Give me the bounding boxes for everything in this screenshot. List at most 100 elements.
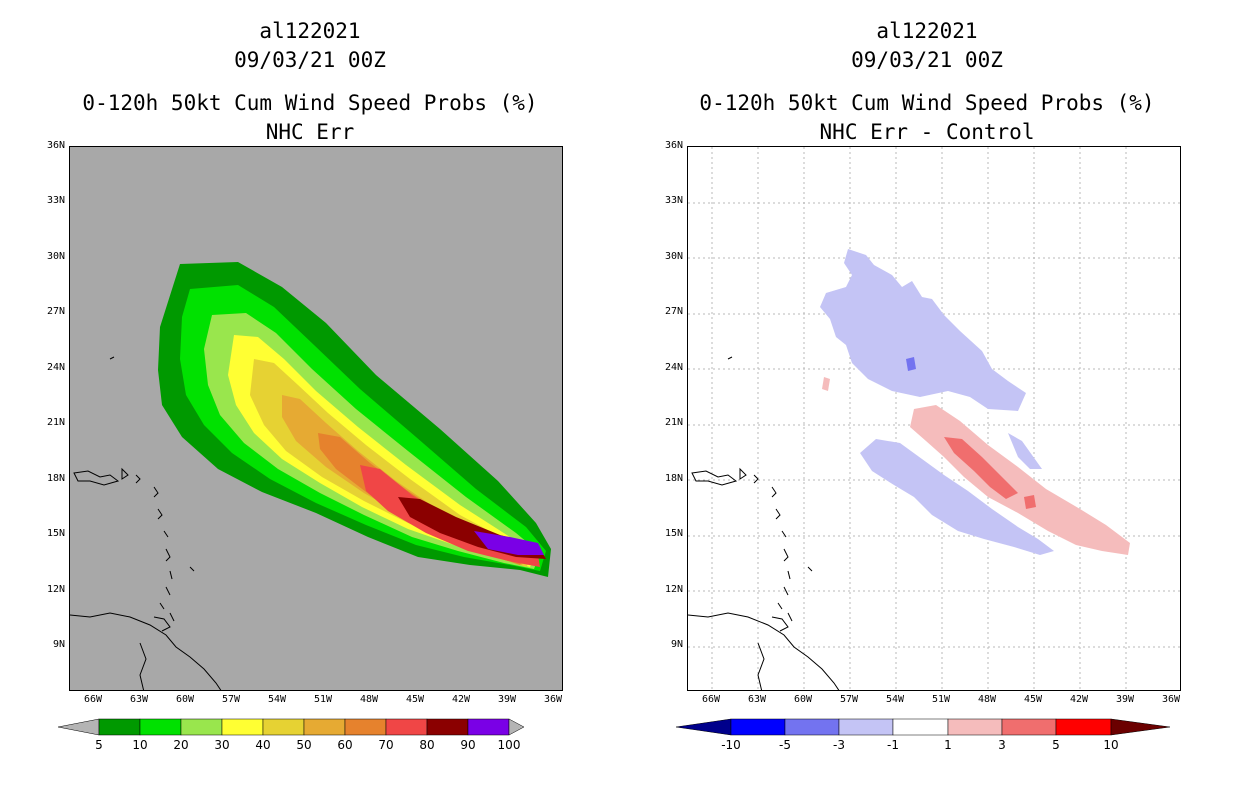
right-map-svg [688,147,1180,690]
right-xtick-66w: 66W [701,694,721,705]
left-ytick-30n: 30N [46,251,65,262]
left-xtick-57w: 57W [221,694,241,705]
right-ytick-12n: 12N [664,584,683,595]
left-map-svg [70,262,551,690]
right-colorbar-m3 [838,718,894,736]
left-colorbar-60 [344,718,387,736]
right-cb-label-p5: 5 [1052,738,1060,752]
left-xtick-60w: 60W [175,694,195,705]
left-xtick-54w: 54W [267,694,287,705]
right-colorbar-m10 [730,718,786,736]
prob-band-40 [250,359,534,567]
right-ytick-9n: 9N [670,639,683,650]
left-cb-label-10: 10 [132,738,148,752]
left-colorbar [58,718,525,736]
right-cb-label-p10: 10 [1103,738,1119,752]
left-cb-label-20: 20 [173,738,189,752]
left-colorbar-under [58,718,100,736]
right-colorbar-m1 [892,718,949,736]
left-ytick-21n: 21N [46,417,65,428]
left-cb-label-5: 5 [95,738,103,752]
right-colorbar-p3 [1001,718,1057,736]
left-storm-id: al122021 [259,19,361,43]
right-datetime: 09/03/21 00Z [851,48,1003,72]
right-ytick-33n: 33N [664,195,683,206]
right-xtick-39w: 39W [1115,694,1135,705]
left-cb-label-40: 40 [255,738,271,752]
right-ytick-27n: 27N [664,306,683,317]
prob-band-90 [474,531,544,555]
right-xtick-57w: 57W [839,694,859,705]
right-ytick-15n: 15N [664,528,683,539]
right-map [687,146,1181,691]
left-chart-title: 0-120h 50kt Cum Wind Speed Probs (%) [82,91,538,115]
right-xtick-63w: 63W [747,694,767,705]
left-cb-label-60: 60 [337,738,353,752]
left-cb-label-100: 100 [497,738,521,752]
left-colorbar-50 [303,718,346,736]
right-xtick-45w: 45W [1023,694,1043,705]
right-coastlines [688,356,840,690]
right-cb-label-m3: -3 [833,738,845,752]
left-xtick-48w: 48W [359,694,379,705]
left-map [69,146,563,691]
left-ytick-15n: 15N [46,528,65,539]
left-colorbar-20 [180,718,223,736]
right-xtick-54w: 54W [885,694,905,705]
right-storm-id: al122021 [876,19,978,43]
left-colorbar-10 [139,718,182,736]
left-colorbar-5 [98,718,141,736]
diff-neg-north [820,249,1026,411]
left-colorbar-40 [262,718,305,736]
left-colorbar-over [508,718,525,736]
left-colorbar-80 [426,718,469,736]
right-ytick-36n: 36N [664,140,683,151]
right-colorbar-m5 [784,718,840,736]
left-ytick-9n: 9N [52,639,65,650]
left-ytick-12n: 12N [46,584,65,595]
left-xtick-63w: 63W [129,694,149,705]
right-colorbar-under [676,718,732,736]
diff-pos-west [822,377,830,391]
right-xtick-48w: 48W [977,694,997,705]
diff-pos-dot [1024,495,1036,509]
right-ytick-30n: 30N [664,251,683,262]
right-cb-label-m5: -5 [779,738,791,752]
right-ytick-21n: 21N [664,417,683,428]
left-xtick-42w: 42W [451,694,471,705]
right-colorbar-over [1110,718,1171,736]
right-chart-title: 0-120h 50kt Cum Wind Speed Probs (%) [699,91,1155,115]
right-colorbar-p1 [947,718,1003,736]
right-ytick-18n: 18N [664,473,683,484]
right-colorbar [676,718,1171,736]
left-cb-label-50: 50 [296,738,312,752]
left-cb-label-30: 30 [214,738,230,752]
left-colorbar-30 [221,718,264,736]
left-xtick-39w: 39W [497,694,517,705]
left-ytick-24n: 24N [46,362,65,373]
left-xtick-66w: 66W [83,694,103,705]
right-colorbar-p5 [1055,718,1112,736]
diff-pos-inner [944,437,1018,499]
left-chart-subtitle: NHC Err [265,120,355,144]
diff-neg-south [860,439,1054,555]
right-xtick-60w: 60W [793,694,813,705]
left-cb-label-80: 80 [419,738,435,752]
left-datetime: 09/03/21 00Z [234,48,386,72]
left-colorbar-90 [467,718,510,736]
left-colorbar-70 [385,718,428,736]
right-xtick-42w: 42W [1069,694,1089,705]
left-coastlines [70,356,222,690]
left-ytick-18n: 18N [46,473,65,484]
left-ytick-27n: 27N [46,306,65,317]
left-xtick-51w: 51W [313,694,333,705]
left-ytick-33n: 33N [46,195,65,206]
left-cb-label-70: 70 [378,738,394,752]
right-cb-label-m10: -10 [721,738,741,752]
right-cb-label-m1: -1 [887,738,899,752]
diff-neg-east [1008,433,1042,469]
left-xtick-45w: 45W [405,694,425,705]
left-xtick-36w: 36W [543,694,563,705]
right-ytick-24n: 24N [664,362,683,373]
left-cb-label-90: 90 [460,738,476,752]
